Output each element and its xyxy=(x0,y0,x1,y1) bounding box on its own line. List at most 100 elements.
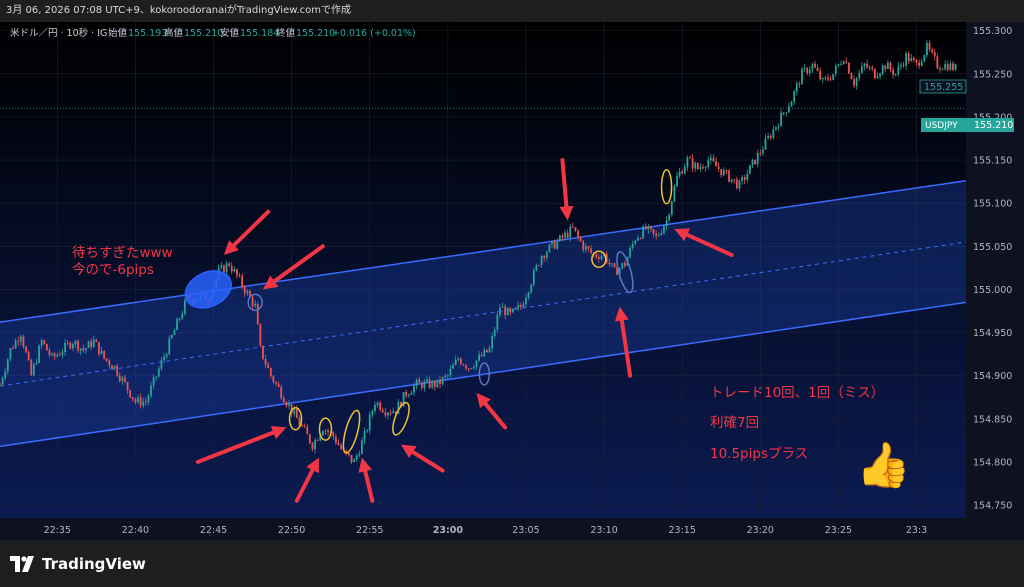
candle-body xyxy=(163,356,165,361)
candle-body xyxy=(868,67,871,69)
candle-body xyxy=(814,63,816,68)
wait-line2: 今ので-6pips xyxy=(72,262,154,278)
candle-body xyxy=(316,440,319,442)
candle-body xyxy=(746,173,749,180)
entry-highlight xyxy=(318,417,333,441)
entry-highlight xyxy=(247,293,263,312)
candle-body xyxy=(53,353,56,357)
tradingview-logo[interactable]: TradingView xyxy=(10,555,146,573)
candle-body xyxy=(129,390,132,398)
annotation-arrow-shaft xyxy=(272,244,325,284)
candle-body xyxy=(32,364,35,376)
candle-body xyxy=(582,241,585,251)
candle-body xyxy=(426,379,428,382)
annotation-arrow-head xyxy=(674,228,691,242)
candle-body xyxy=(884,65,887,69)
candle-body xyxy=(98,342,100,355)
candle-body xyxy=(475,360,478,367)
chart-frame[interactable]: 155.300 155.250 155.200 155.150 155.100 155.0… xyxy=(0,22,1024,540)
candle-body xyxy=(236,269,238,276)
candle-body xyxy=(371,411,374,415)
candle-body xyxy=(467,368,470,370)
candle-body xyxy=(569,226,572,238)
candle-body xyxy=(285,402,288,406)
channel-upper-line xyxy=(0,179,967,323)
candle-body xyxy=(811,63,814,70)
candle-body xyxy=(457,358,460,360)
annotation-arrow-shaft xyxy=(231,209,271,248)
candle-body xyxy=(777,126,780,128)
candle-body xyxy=(618,268,621,276)
candle-body xyxy=(655,233,658,236)
candle-body xyxy=(121,377,124,381)
candle-body xyxy=(506,308,509,316)
candle-body xyxy=(741,177,743,181)
price-tick-label: 155.100 xyxy=(973,199,1012,210)
candle-body xyxy=(733,179,736,181)
candle-body xyxy=(6,359,9,372)
entry-highlight xyxy=(616,251,634,294)
candle-body xyxy=(657,234,660,236)
candle-body xyxy=(584,246,587,251)
trades-text: トレード10回、1回（ミス） xyxy=(710,385,884,401)
entry-highlights xyxy=(184,169,673,454)
candle-body xyxy=(894,73,897,75)
candle-body xyxy=(780,112,783,127)
candle-body xyxy=(38,345,40,363)
candle-body xyxy=(681,171,684,174)
candle-body xyxy=(566,232,569,238)
candle-body xyxy=(795,83,798,92)
candle-body xyxy=(522,304,525,307)
thumbs-up-icon: 👍 xyxy=(856,440,911,491)
candle-body xyxy=(17,340,20,342)
time-axis: 22:35 22:40 22:45 22:50 22:55 23:00 23:05 23:10… xyxy=(44,525,928,536)
caption-text: 3月 06, 2026 07:08 UTC+9、kokoroodoranaiがT… xyxy=(6,5,352,16)
candle-body xyxy=(152,377,155,386)
wait-line1: 待ちすぎたwww xyxy=(72,245,173,261)
candle-body xyxy=(556,241,559,249)
price-axis: 155.300 155.250 155.200 155.150 155.100 155.0… xyxy=(973,26,1012,511)
candle-body xyxy=(668,214,671,221)
candle-body xyxy=(100,350,103,355)
candle-body xyxy=(249,291,251,297)
candle-body xyxy=(853,79,855,86)
candle-body xyxy=(905,53,908,66)
annotation-arrow-shaft xyxy=(294,468,315,503)
candle-body xyxy=(413,385,415,393)
candle-body xyxy=(501,306,504,308)
candle-body xyxy=(56,354,59,357)
time-tick-label: 22:35 xyxy=(44,525,71,536)
candle-body xyxy=(111,365,113,369)
candle-body xyxy=(897,66,900,74)
candle-body xyxy=(819,70,822,80)
candle-body xyxy=(488,348,491,353)
candle-body xyxy=(946,63,949,71)
candle-body xyxy=(45,343,48,351)
candle-body xyxy=(280,386,283,399)
candle-body xyxy=(702,167,704,169)
time-tick-label: 23:15 xyxy=(668,525,695,536)
annotation-arrow-head xyxy=(306,457,319,474)
candle-body xyxy=(64,342,66,353)
candle-body xyxy=(454,359,457,366)
candle-body xyxy=(264,358,267,365)
price-chart[interactable]: 155.300 155.250 155.200 155.150 155.100 155.0… xyxy=(0,22,1024,540)
candle-body xyxy=(650,226,652,230)
candle-body xyxy=(30,359,33,376)
time-tick-label: 23:25 xyxy=(825,525,852,536)
candle-body xyxy=(415,379,418,386)
candle-body xyxy=(759,152,762,154)
candle-body xyxy=(720,169,723,176)
price-axis-background xyxy=(966,22,1024,518)
candle-body xyxy=(392,411,395,413)
wait-annotation: 待ちすぎたwww 今ので-6pips xyxy=(72,245,173,278)
candle-body xyxy=(577,230,579,237)
annotation-arrow-shaft xyxy=(560,158,569,209)
candle-body xyxy=(590,248,592,253)
candle-body xyxy=(767,135,770,139)
candle-body xyxy=(530,284,533,293)
candle-body xyxy=(116,365,119,376)
candle-body xyxy=(321,431,324,436)
candle-body xyxy=(624,263,626,266)
time-tick-label: 23:10 xyxy=(590,525,617,536)
